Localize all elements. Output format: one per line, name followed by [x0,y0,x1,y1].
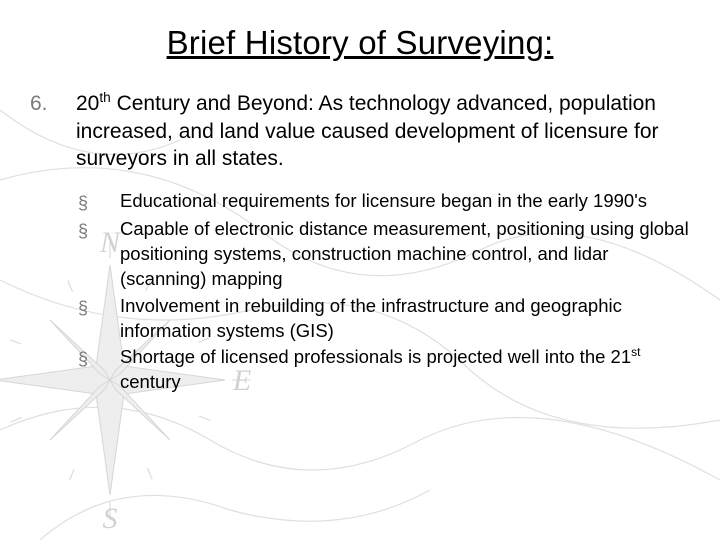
t: Capable of electronic distance measureme… [120,218,689,289]
item-text: 20th Century and Beyond: As technology a… [76,90,690,173]
sub-bullet-list: § Educational requirements for licensure… [78,189,690,395]
t: Involvement in rebuilding of the infrast… [120,295,622,341]
t: century [120,371,181,392]
text-sup: th [99,90,110,105]
numbered-item: 6. 20th Century and Beyond: As technolog… [30,90,690,173]
bullet-glyph: § [78,217,94,291]
sub-text: Shortage of licensed professionals is pr… [120,345,690,395]
sub-bullet-item: § Shortage of licensed professionals is … [78,345,690,395]
sub-text: Involvement in rebuilding of the infrast… [120,294,690,344]
sub-text: Capable of electronic distance measureme… [120,217,690,291]
text-pre: 20 [76,92,99,115]
bullet-glyph: § [78,294,94,344]
bullet-glyph: § [78,189,94,215]
t: Shortage of licensed professionals is pr… [120,346,631,367]
t: st [631,345,640,359]
item-number: 6. [30,90,54,173]
sub-bullet-item: § Educational requirements for licensure… [78,189,690,215]
bullet-glyph: § [78,345,94,395]
t: Educational requirements for licensure b… [120,190,647,211]
sub-bullet-item: § Involvement in rebuilding of the infra… [78,294,690,344]
sub-bullet-item: § Capable of electronic distance measure… [78,217,690,291]
text-post: Century and Beyond: As technology advanc… [76,92,659,170]
sub-text: Educational requirements for licensure b… [120,189,647,215]
slide-content: Brief History of Surveying: 6. 20th Cent… [0,0,720,417]
slide-title: Brief History of Surveying: [30,24,690,62]
compass-s: S [103,502,118,535]
